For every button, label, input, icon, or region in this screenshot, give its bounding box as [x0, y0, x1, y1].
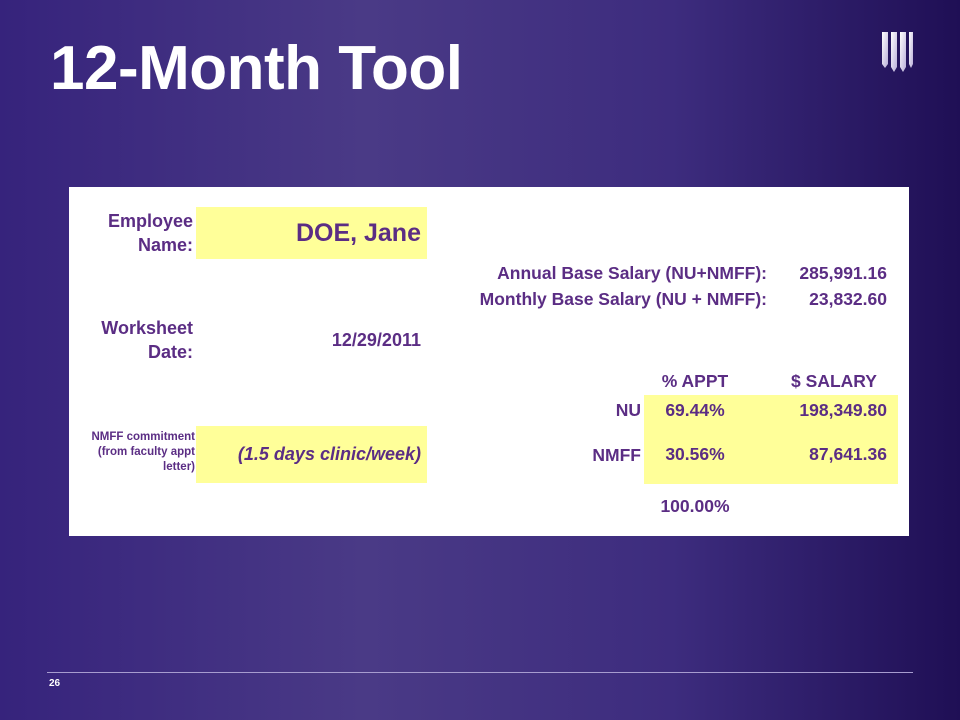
- annual-salary-value: 285,991.16: [799, 263, 887, 283]
- nmff-commitment-label: NMFF commitment (from faculty appt lette…: [91, 431, 196, 473]
- employee-name-value: DOE, Jane: [196, 207, 427, 259]
- worksheet-date-label: Worksheet Date:: [101, 318, 193, 362]
- pct-appt-header: % APPT: [661, 371, 729, 391]
- page-number: 26: [49, 678, 61, 689]
- nu-pct-value: 69.44%: [644, 395, 746, 425]
- slide-title: 12-Month Tool: [50, 34, 463, 103]
- monthly-salary-label: Monthly Base Salary (NU + NMFF):: [479, 289, 767, 309]
- annual-salary-label: Annual Base Salary (NU+NMFF):: [497, 263, 767, 283]
- footer-divider: [47, 672, 913, 673]
- worksheet-panel: Employee Name: DOE, Jane Annual Base Sal…: [69, 187, 909, 536]
- nmff-label: NMFF: [592, 445, 641, 465]
- nmff-salary-value: 87,641.36: [746, 425, 898, 484]
- employee-name-label: Employee Name:: [107, 211, 193, 255]
- university-logo-icon: [882, 32, 913, 72]
- nmff-pct-value: 30.56%: [644, 425, 746, 484]
- salary-header: $ SALARY: [791, 371, 877, 391]
- worksheet-date-value: 12/29/2011: [331, 330, 421, 350]
- nu-label: NU: [615, 400, 641, 420]
- nmff-commitment-value: (1.5 days clinic/week): [196, 426, 427, 483]
- nu-salary-value: 198,349.80: [746, 395, 898, 425]
- monthly-salary-value: 23,832.60: [809, 289, 887, 309]
- total-pct-value: 100.00%: [660, 496, 730, 516]
